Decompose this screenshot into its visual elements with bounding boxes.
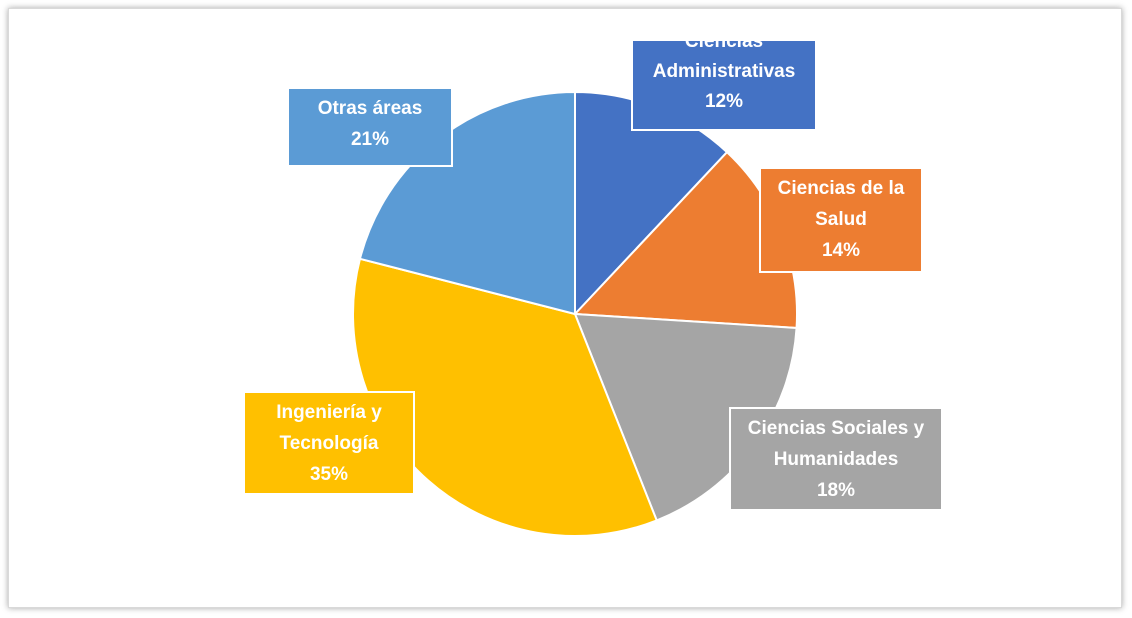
label-ciencias-salud-line-1: Ciencias de la (777, 178, 905, 199)
label-ciencias-sociales-value: 18% (816, 480, 856, 501)
label-ingenieria-tecnologia-value: 35% (309, 464, 349, 485)
label-otras-areas-value: 21% (350, 129, 390, 150)
label-ciencias-sociales-line-1: Ciencias Sociales y (747, 418, 925, 439)
label-ciencias-salud: Ciencias de la Salud 14% (759, 167, 923, 273)
slice-ingenieria-tecnologia (352, 257, 659, 537)
label-ciencias-sociales: Ciencias Sociales y Humanidades 18% (729, 407, 943, 511)
label-ciencias-salud-line-2: Salud (815, 209, 867, 230)
label-ciencias-administrativas: Ciencias Administrativas 12% (631, 39, 817, 131)
label-ciencias-administrativas-line-1: Ciencias (684, 39, 764, 52)
pie-chart (352, 90, 798, 537)
label-ingenieria-tecnologia: Ingeniería y Tecnología 35% (243, 391, 415, 495)
label-otras-areas: Otras áreas 21% (287, 87, 453, 167)
label-ciencias-salud-value: 14% (821, 240, 861, 261)
label-ciencias-administrativas-line-2: Administrativas (652, 61, 796, 82)
label-ciencias-sociales-line-2: Humanidades (773, 449, 899, 470)
label-ingenieria-tecnologia-line-1: Ingeniería y (276, 402, 382, 423)
label-otras-areas-line-1: Otras áreas (317, 98, 423, 119)
chart-frame: Ciencias Administrativas 12% Ciencias de… (8, 8, 1122, 608)
label-ciencias-administrativas-value: 12% (704, 91, 744, 112)
label-ingenieria-tecnologia-line-2: Tecnología (279, 433, 379, 454)
